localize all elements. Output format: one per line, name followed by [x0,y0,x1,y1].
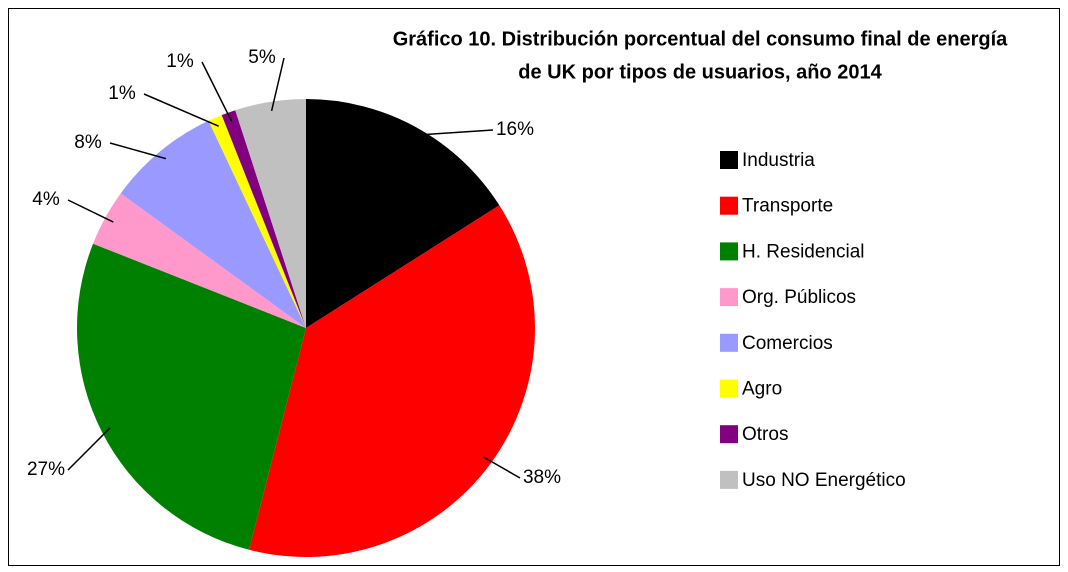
data-label: 1% [108,83,136,104]
leader-line [109,142,167,160]
legend-swatch [720,379,738,398]
pie-slice [120,120,306,328]
legend-label: Uso NO Energético [742,470,906,491]
legend-swatch [720,425,738,444]
legend-swatch [720,196,738,215]
legend-label: Agro [742,379,782,400]
legend-label: Transporte [742,196,833,217]
pie-slice [249,205,535,558]
leader-line [411,129,494,137]
pie-slice [76,243,306,550]
pie-slice [221,110,306,328]
legend-label: Otros [742,424,788,445]
pie-slice [235,99,306,328]
legend-label: Industria [742,150,815,171]
leader-line [201,61,233,122]
chart-title: Gráfico 10. Distribución porcentual del … [393,28,1008,50]
pie-slice [306,99,500,328]
legend-label: H. Residencial [742,241,865,262]
leader-line [270,57,285,112]
leader-line [483,456,521,479]
pie-slice [208,115,306,329]
leader-line [143,93,219,127]
data-label: 8% [74,132,102,153]
pie-slice [93,193,307,328]
legend-swatch [720,470,738,489]
data-label: 4% [32,189,60,210]
chart-subtitle: de UK por tipos de usuarios, año 2014 [518,61,882,83]
leader-line [67,427,111,471]
leader-line [67,199,114,223]
legend-swatch [720,333,738,352]
legend-swatch [720,151,738,169]
data-label: 1% [166,51,194,72]
legend-label: Comercios [742,333,833,354]
legend-label: Org. Públicos [742,287,856,308]
data-label: 38% [523,467,561,488]
data-label: 27% [27,459,65,480]
legend-swatch [720,288,738,307]
data-label: 5% [248,47,276,68]
data-label: 16% [496,119,534,140]
legend-swatch [720,242,738,261]
